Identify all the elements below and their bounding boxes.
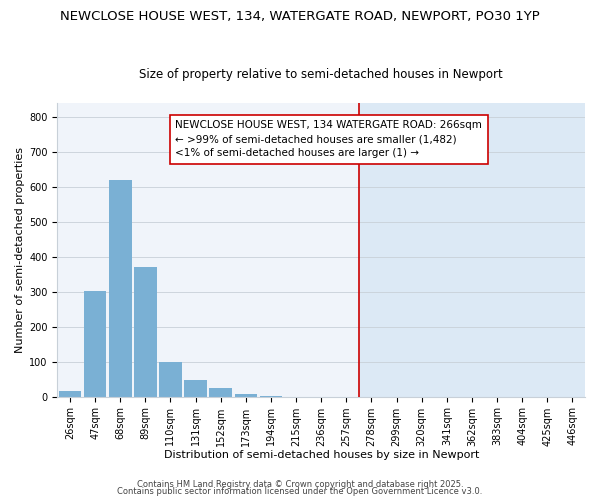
Bar bbox=[209, 388, 232, 396]
Bar bbox=[134, 268, 157, 396]
Bar bbox=[58, 103, 359, 397]
Bar bbox=[59, 392, 81, 396]
Text: Contains public sector information licensed under the Open Government Licence v3: Contains public sector information licen… bbox=[118, 488, 482, 496]
Bar bbox=[235, 394, 257, 396]
Bar bbox=[109, 180, 131, 396]
Y-axis label: Number of semi-detached properties: Number of semi-detached properties bbox=[15, 147, 25, 353]
Bar bbox=[359, 103, 585, 397]
Bar bbox=[184, 380, 207, 396]
Text: Contains HM Land Registry data © Crown copyright and database right 2025.: Contains HM Land Registry data © Crown c… bbox=[137, 480, 463, 489]
Bar bbox=[84, 291, 106, 397]
Title: Size of property relative to semi-detached houses in Newport: Size of property relative to semi-detach… bbox=[139, 68, 503, 81]
Text: NEWCLOSE HOUSE WEST, 134, WATERGATE ROAD, NEWPORT, PO30 1YP: NEWCLOSE HOUSE WEST, 134, WATERGATE ROAD… bbox=[60, 10, 540, 23]
Text: NEWCLOSE HOUSE WEST, 134 WATERGATE ROAD: 266sqm
← >99% of semi-detached houses a: NEWCLOSE HOUSE WEST, 134 WATERGATE ROAD:… bbox=[175, 120, 482, 158]
X-axis label: Distribution of semi-detached houses by size in Newport: Distribution of semi-detached houses by … bbox=[164, 450, 479, 460]
Bar bbox=[159, 362, 182, 396]
